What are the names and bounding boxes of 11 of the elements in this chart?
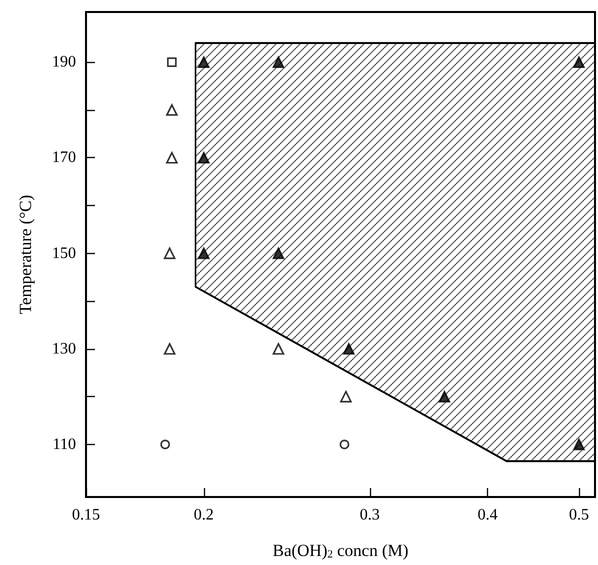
x-tick-label: 0.15 [72, 506, 100, 524]
y-tick-label: 170 [52, 149, 76, 166]
x-tick-label: 0.3 [360, 506, 380, 524]
x-tick-label: 0.2 [194, 506, 214, 524]
y-tick-label: 130 [52, 340, 76, 358]
y-tick-label: 190 [52, 54, 76, 71]
y-axis-title: Temperature (°C) [16, 194, 35, 314]
y-tick-label: 150 [52, 244, 76, 262]
x-tick-label: 0.4 [478, 506, 498, 524]
x-tick-label: 0.5 [568, 506, 589, 524]
y-tick-label: 110 [52, 436, 76, 453]
